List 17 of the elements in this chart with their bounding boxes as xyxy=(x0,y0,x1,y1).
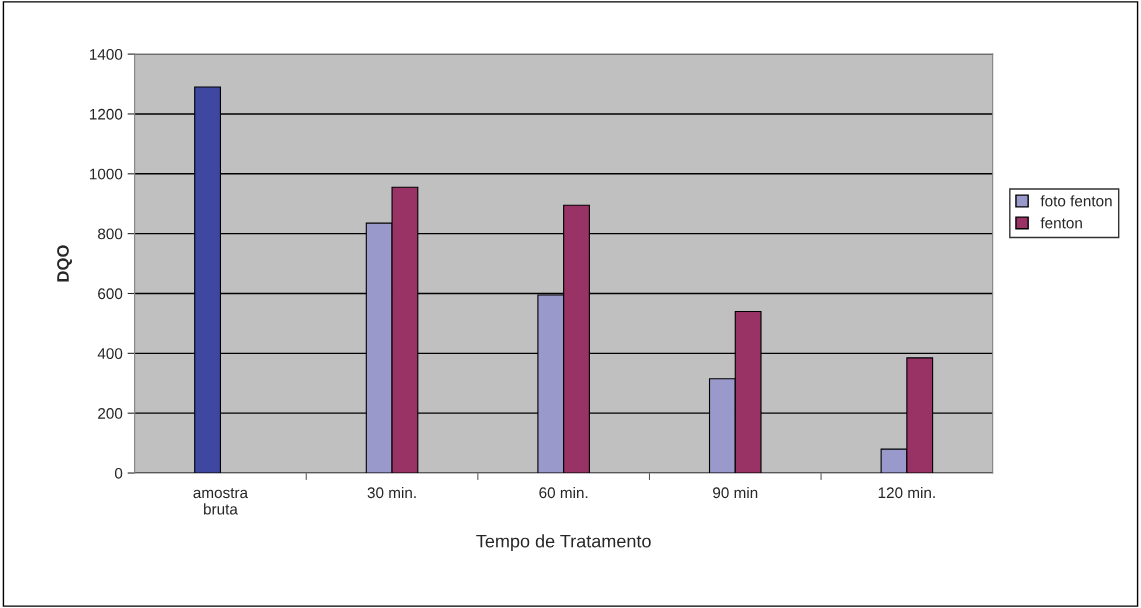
x-tick-label: 90 min xyxy=(713,486,758,499)
legend-label: fenton xyxy=(1040,217,1082,229)
x-tick-label: 30 min. xyxy=(367,486,416,499)
y-axis-title: DQO xyxy=(57,245,72,282)
y-tick-label: 1400 xyxy=(90,48,123,60)
y-tick-label: 600 xyxy=(98,288,123,300)
y-tick-label: 400 xyxy=(97,348,123,360)
y-tick-label: 1000 xyxy=(90,168,123,180)
y-tick-label: 0 xyxy=(114,467,123,479)
legend-label: foto fenton xyxy=(1040,195,1112,207)
y-tick-label: 800 xyxy=(98,228,123,240)
x-tick-label: amostra bruta xyxy=(193,488,249,515)
x-tick-label: 60 min. xyxy=(539,486,588,499)
y-tick-label: 200 xyxy=(98,408,123,419)
y-tick-label: 1200 xyxy=(90,108,123,120)
x-tick-label: 120 min. xyxy=(878,486,935,499)
x-axis-title: Tempo de Tratamento xyxy=(476,534,651,552)
